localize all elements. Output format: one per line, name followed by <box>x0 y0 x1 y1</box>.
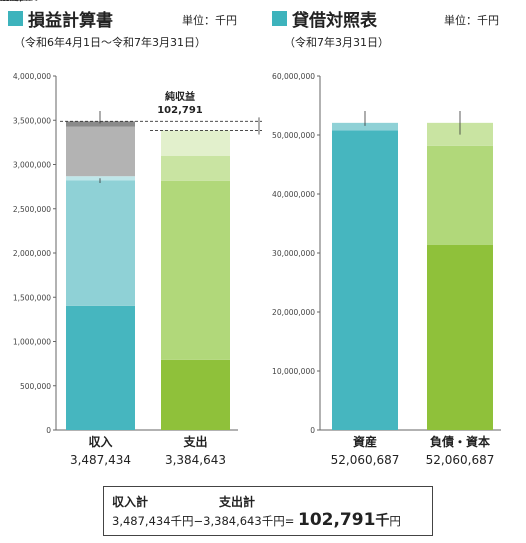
income-unit-label: 単位：千円 <box>182 14 237 27</box>
income-total-label: 収入計 <box>112 495 149 509</box>
category-total-label: 52,060,687 <box>331 453 400 467</box>
y-tick-label: 0 <box>46 426 51 435</box>
bar-segment <box>66 305 135 430</box>
segment-value-label: 1,261,071 <box>0 0 25 3</box>
segment-percent-label: (2.42%) <box>0 0 20 3</box>
y-tick-label: 3,000,000 <box>13 161 51 170</box>
y-tick-label: 2,500,000 <box>13 205 51 214</box>
income-statement-title-text: 損益計算書 <box>28 11 113 31</box>
summary-equation: 3,487,434千円−3,384,643千円= 102,791千円 <box>112 510 401 530</box>
y-tick-label: 30,000,000 <box>272 249 315 258</box>
balance-sheet-title: 貸借対照表 <box>272 6 377 31</box>
segment-value-label: 16,792,658 <box>0 0 29 3</box>
segment-percent-label: (32.26%) <box>0 0 23 3</box>
segment-value-label: 793,327 <box>0 0 21 3</box>
net-income-unit-small: 円 <box>389 514 401 528</box>
bar-segment <box>66 180 135 306</box>
category-total-label: 52,060,687 <box>426 453 495 467</box>
net-income-unit: 千 <box>375 513 390 529</box>
charts-canvas: 0 500,000 1,000,000 1,500,000 2,000,000 2,500… <box>0 0 501 467</box>
balance-sheet-title-text: 貸借対照表 <box>292 11 377 31</box>
y-tick-label: 0 <box>310 426 315 435</box>
category-total-label: 3,384,643 <box>165 453 226 467</box>
segment-value-label: 31,358,151 <box>0 0 29 3</box>
y-tick-label: 500,000 <box>20 382 51 391</box>
expense-total-label: 支出計 <box>219 495 256 509</box>
bar-segment <box>161 130 230 156</box>
net-income-annotation-label: 純収益 <box>165 90 195 103</box>
y-tick-label: 3,500,000 <box>13 116 51 125</box>
segment-label: 流域下水道管理費 <box>0 0 38 3</box>
bar-segment <box>66 176 135 181</box>
segment-percent-label: (40.72%) <box>0 0 23 3</box>
income-period-label: （令和6年4月1日～令和7年3月31日） <box>14 36 206 49</box>
segment-label: 減価償却費 <box>0 0 24 3</box>
bar-segment <box>427 145 493 245</box>
y-tick-label: 10,000,000 <box>272 367 315 376</box>
segment-percent-label: (60.23%) <box>0 0 23 3</box>
balance-unit-label: 単位：千円 <box>444 14 499 27</box>
segment-percent-label: (59.78%) <box>0 0 23 3</box>
segment-value-label: 1,419,908 <box>0 0 25 3</box>
bar-segment <box>66 121 135 127</box>
bar-segment <box>427 244 493 430</box>
segment-percent-label: (97.58%) <box>0 0 23 3</box>
balance-period-label: （令和7年3月31日） <box>284 36 389 49</box>
segment-value-label: 50,799,616 <box>0 0 29 3</box>
bar-segment <box>161 155 230 181</box>
category-label: 資産 <box>353 434 377 449</box>
net-income-annotation-value: 102,791 <box>157 105 203 116</box>
y-tick-label: 20,000,000 <box>272 308 315 317</box>
segment-percent-label: (23.44%) <box>0 0 23 3</box>
segment-label: 固定資産 <box>0 0 19 3</box>
category-label: 負債・資本 <box>430 434 490 449</box>
y-tick-label: 1,000,000 <box>13 338 51 347</box>
y-tick-label: 40,000,000 <box>272 190 315 199</box>
income-statement-title: 損益計算書 <box>8 6 113 31</box>
title-square-icon <box>8 11 23 26</box>
segment-label: 資本金 <box>0 0 15 3</box>
segment-value-label: 2,023,451 <box>0 0 25 3</box>
title-square-icon <box>272 11 287 26</box>
summary-box: 収入計 支出計 3,487,434千円−3,384,643千円= 102,791… <box>103 486 433 536</box>
category-label: 支出 <box>182 434 207 449</box>
y-tick-label: 4,000,000 <box>13 72 51 81</box>
y-tick-label: 2,000,000 <box>13 249 51 258</box>
bar-segment <box>332 130 398 430</box>
summary-equation-text: 3,487,434千円−3,384,643千円= <box>112 514 295 528</box>
y-tick-label: 50,000,000 <box>272 131 315 140</box>
bar-segment <box>161 180 230 360</box>
segment-value-label: 1,402,088 <box>0 0 25 3</box>
y-tick-label: 1,500,000 <box>13 293 51 302</box>
segment-label: 雨水処理負担金 <box>0 0 34 3</box>
bar-segment <box>161 359 230 430</box>
segment-label: 負債 <box>0 0 10 3</box>
bar-segment <box>66 126 135 177</box>
category-total-label: 3,487,434 <box>70 453 131 467</box>
segment-label: 下水道使用料 <box>0 0 29 3</box>
net-income-value: 102,791 <box>297 510 376 530</box>
category-label: 収入 <box>88 435 112 449</box>
bar-segment <box>332 122 398 131</box>
segment-percent-label: (40.20%) <box>0 0 23 3</box>
y-tick-label: 60,000,000 <box>272 72 315 81</box>
segment-label: 流動資産 <box>0 0 19 3</box>
